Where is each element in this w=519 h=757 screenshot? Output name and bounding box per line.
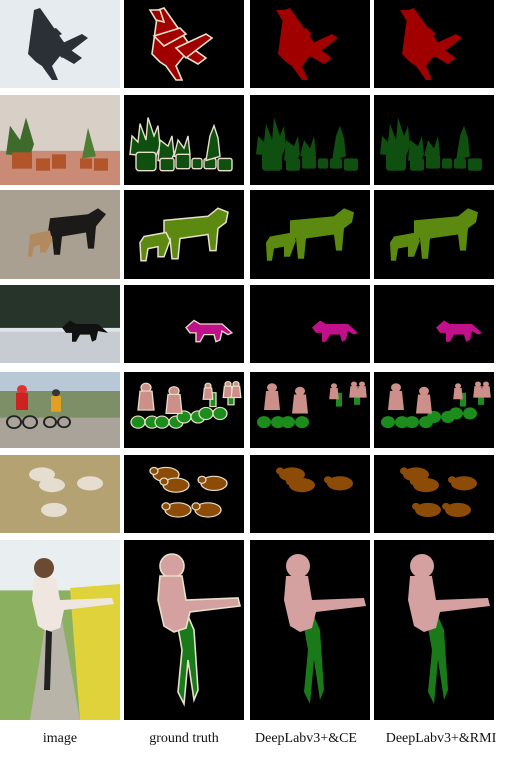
ground-truth-graphic-girl-bicycle — [124, 540, 244, 720]
deeplab-rmi-cell-aeroplane — [374, 0, 494, 88]
deeplab-rmi-graphic-aeroplane — [374, 0, 494, 88]
ground-truth-graphic-cyclists — [124, 372, 244, 448]
caption-ground-truth: ground truth — [149, 731, 219, 746]
image-cell-sheep — [0, 455, 120, 533]
deeplab-rmi-cell-girl-bicycle — [374, 540, 494, 720]
ground-truth-cell-cows — [124, 190, 244, 279]
ground-truth-cell-cyclists — [124, 372, 244, 448]
deeplab-ce-cell-cows — [250, 190, 370, 279]
ground-truth-graphic-cows — [124, 190, 244, 279]
image-graphic-sheep — [0, 455, 120, 533]
deeplab-ce-cell-sheep — [250, 455, 370, 533]
image-graphic-cows — [0, 190, 120, 279]
deeplab-ce-cell-horse — [250, 285, 370, 363]
deeplab-ce-graphic-aeroplane — [250, 0, 370, 88]
caption-deeplab-rmi: DeepLabv3+&RMI — [385, 731, 497, 746]
image-cell-potted-plants — [0, 95, 120, 185]
deeplab-ce-graphic-horse — [250, 285, 370, 363]
deeplab-ce-cell-potted-plants — [250, 95, 370, 185]
deeplab-rmi-cell-cows — [374, 190, 494, 279]
deeplab-rmi-cell-sheep — [374, 455, 494, 533]
image-graphic-aeroplane — [0, 0, 120, 88]
deeplab-rmi-graphic-sheep — [374, 455, 494, 533]
deeplab-ce-graphic-sheep — [250, 455, 370, 533]
deeplab-ce-cell-cyclists — [250, 372, 370, 448]
deeplab-rmi-cell-horse — [374, 285, 494, 363]
deeplab-rmi-cell-cyclists — [374, 372, 494, 448]
caption-image: image — [42, 731, 78, 746]
ground-truth-cell-potted-plants — [124, 95, 244, 185]
image-cell-cows — [0, 190, 120, 279]
caption-deeplab-ce: DeepLabv3+&CE — [255, 731, 357, 746]
deeplab-rmi-graphic-cyclists — [374, 372, 494, 448]
ground-truth-graphic-horse — [124, 285, 244, 363]
image-cell-aeroplane — [0, 0, 120, 88]
figure-grid — [0, 0, 494, 720]
image-cell-girl-bicycle — [0, 540, 120, 720]
deeplab-rmi-graphic-potted-plants — [374, 95, 494, 185]
ground-truth-graphic-potted-plants — [124, 95, 244, 185]
ground-truth-cell-girl-bicycle — [124, 540, 244, 720]
deeplab-ce-graphic-cows — [250, 190, 370, 279]
ground-truth-graphic-sheep — [124, 455, 244, 533]
image-graphic-cyclists — [0, 372, 120, 448]
image-graphic-horse — [0, 285, 120, 363]
deeplab-ce-graphic-potted-plants — [250, 95, 370, 185]
deeplab-ce-cell-aeroplane — [250, 0, 370, 88]
deeplab-rmi-graphic-horse — [374, 285, 494, 363]
image-cell-horse — [0, 285, 120, 363]
image-graphic-girl-bicycle — [0, 540, 120, 720]
deeplab-rmi-graphic-girl-bicycle — [374, 540, 494, 720]
deeplab-rmi-cell-potted-plants — [374, 95, 494, 185]
ground-truth-graphic-aeroplane — [124, 0, 244, 88]
deeplab-ce-graphic-cyclists — [250, 372, 370, 448]
deeplab-rmi-graphic-cows — [374, 190, 494, 279]
ground-truth-cell-horse — [124, 285, 244, 363]
deeplab-ce-cell-girl-bicycle — [250, 540, 370, 720]
deeplab-ce-graphic-girl-bicycle — [250, 540, 370, 720]
image-graphic-potted-plants — [0, 95, 120, 185]
ground-truth-cell-sheep — [124, 455, 244, 533]
ground-truth-cell-aeroplane — [124, 0, 244, 88]
image-cell-cyclists — [0, 372, 120, 448]
